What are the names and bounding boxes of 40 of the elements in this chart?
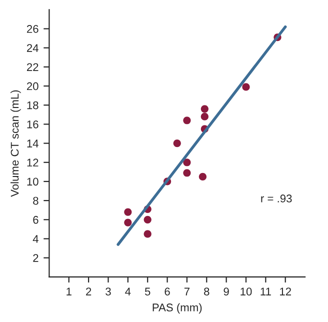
x-tick-label: 2 — [86, 288, 92, 296]
y-tick-label: 18 — [27, 101, 38, 110]
y-tick-label: 12 — [27, 158, 38, 166]
y-tick-label: 6 — [33, 216, 38, 224]
y-tick-label: 22 — [26, 63, 38, 71]
y-tick-label: 4 — [32, 235, 38, 243]
y-tick-label: 20 — [26, 82, 38, 90]
y-tick-label: 16 — [27, 120, 38, 128]
point — [183, 158, 191, 166]
x-tick-label: 10 — [240, 288, 252, 296]
point — [183, 169, 191, 177]
y-axis-title: Volume CT scan (mL) — [10, 90, 21, 197]
x-tick-label: 8 — [204, 288, 210, 296]
point — [200, 105, 208, 113]
x-tick-label: 4 — [125, 288, 131, 296]
point — [200, 112, 208, 120]
y-tick-label: 8 — [33, 196, 38, 205]
x-tick-label: 12 — [280, 288, 291, 296]
point — [144, 230, 152, 238]
x-tick-label: 5 — [144, 288, 150, 296]
x-tick-label: 11 — [260, 288, 271, 296]
x-tick-label: 1 — [66, 288, 72, 296]
annotation: r = .93 — [261, 194, 292, 202]
point — [144, 216, 152, 224]
x-tick-label: 3 — [106, 288, 111, 296]
point — [183, 116, 191, 124]
point — [124, 218, 132, 226]
x-tick-label: 7 — [184, 288, 190, 296]
point — [198, 172, 207, 180]
y-tick-label: 26 — [26, 25, 38, 33]
x-tick-label: 6 — [164, 288, 170, 296]
x-axis-title: PAS (mm) — [152, 303, 202, 314]
y-tick-label: 10 — [27, 178, 38, 186]
y-tick-label: 2 — [33, 254, 38, 262]
point — [124, 208, 132, 216]
x-tick-label: 9 — [224, 288, 229, 296]
point — [173, 139, 181, 148]
y-tick-label: 24 — [26, 44, 38, 52]
point — [242, 83, 250, 91]
y-tick-label: 14 — [27, 140, 38, 148]
